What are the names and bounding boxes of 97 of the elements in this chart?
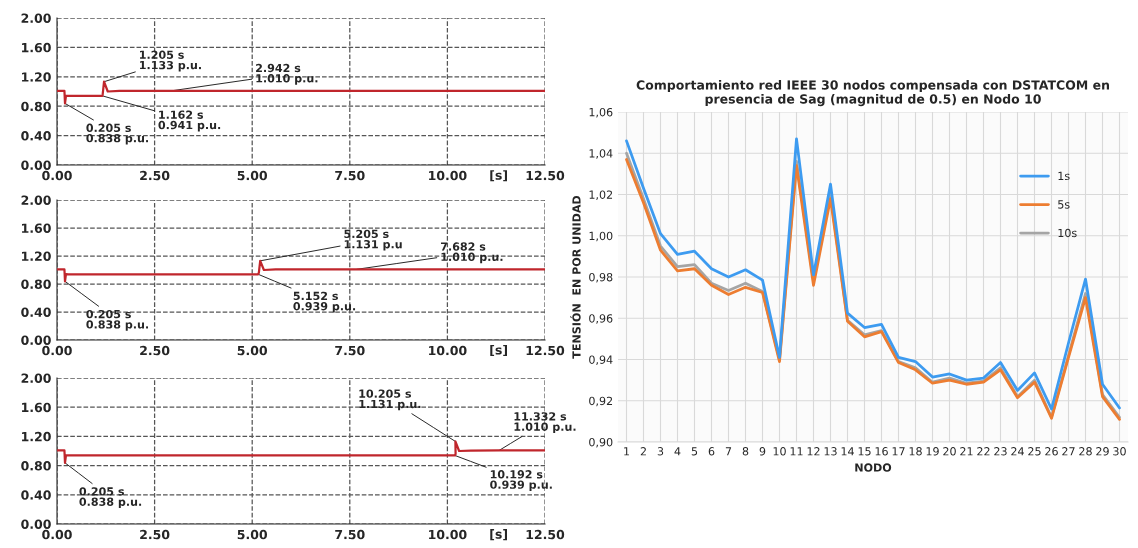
y-tick-label: 1,06: [589, 107, 613, 118]
annotation: 0.205 s 0.838 p.u.: [86, 309, 149, 331]
x-tick-label: 0.00: [42, 529, 72, 540]
x-tick-label: 21: [960, 447, 973, 456]
x-axis-title: NODO: [855, 463, 892, 472]
x-tick-label: 12.50: [526, 529, 565, 540]
annotation: 10.192 s 0.939 p.u.: [490, 470, 552, 491]
x-tick-label: 27: [1062, 447, 1075, 456]
x-tick-label: 25: [1028, 447, 1041, 456]
x-tick-label: 12: [807, 447, 820, 456]
x-tick-label: 0.00: [42, 345, 72, 356]
annotation: 0.205 s 0.838 p.u.: [79, 487, 142, 509]
y-tick-label: 1.60: [22, 402, 51, 413]
y-tick-label: 2.00: [21, 373, 51, 383]
y-tick-label: 0.40: [21, 131, 51, 141]
x-tick-label: 12.50: [526, 170, 565, 181]
x-tick-label: 2.50: [140, 529, 170, 540]
x-tick-label: 19: [926, 447, 939, 456]
y-tick-label: 1,04: [589, 149, 613, 159]
x-tick-label: 12.50: [526, 345, 565, 356]
annotation: 5.205 s 1.131 p.u: [344, 229, 402, 251]
y-tick-label: 0.80: [21, 279, 51, 289]
x-tick-label: 15: [858, 447, 871, 456]
annotation: 11.332 s 1.010 p.u.: [514, 412, 576, 434]
x-tick-label: 4: [674, 447, 681, 456]
annotation: 10.205 s 1.131 p.u.: [359, 389, 421, 411]
x-tick-label: 10.00: [429, 345, 467, 356]
x-tick-label: 17: [892, 447, 905, 456]
annotation: 7.682 s 1.010 p.u.: [440, 242, 503, 264]
y-tick-label: 0,92: [589, 396, 613, 407]
annotation: 1.162 s 0.941 p.u.: [158, 110, 221, 132]
y-tick-label: 1.60: [22, 223, 51, 233]
line-series: [57, 440, 545, 464]
x-tick-label: 1: [624, 447, 630, 456]
x-tick-label: 16: [875, 447, 888, 456]
x-tick-label: 20: [943, 447, 956, 456]
x-tick-label: 0.00: [42, 170, 72, 181]
y-tick-label: 1,00: [589, 231, 613, 242]
x-tick-label: 26: [1045, 447, 1058, 456]
chart-title: Comportamiento red IEEE 30 nodos compensada con DSTATCOM en presencia de Sag (magnitud de 0.5) en Nodo 10: [636, 80, 1109, 107]
x-axis-title: [s]: [490, 529, 507, 541]
y-tick-label: 1.20: [22, 251, 51, 261]
y-tick-label: 0.00: [21, 519, 51, 529]
y-axis-title: TENSIÓN EN POR UNIDAD: [570, 195, 581, 359]
x-tick-label: 14: [841, 447, 854, 456]
y-tick-label: 0.80: [21, 101, 51, 112]
x-tick-label: 7.50: [335, 529, 365, 540]
annotation: 0.205 s 0.838 p.u.: [86, 123, 149, 145]
y-tick-label: 2.00: [21, 195, 51, 205]
x-tick-label: 8: [742, 447, 749, 456]
y-tick-label: 1.20: [22, 72, 51, 82]
x-tick-label: 7.50: [335, 345, 365, 356]
x-tick-label: 2.50: [140, 170, 170, 181]
x-tick-label: 24: [1011, 447, 1024, 456]
x-tick-label: 5: [691, 447, 698, 456]
y-tick-label: 0,94: [589, 355, 613, 366]
y-tick-label: 0,90: [589, 437, 613, 448]
x-tick-label: 10: [773, 447, 786, 456]
x-tick-label: 7: [725, 447, 732, 456]
x-tick-label: 28: [1079, 447, 1092, 456]
x-tick-label: 2: [640, 447, 646, 456]
annotation: 5.152 s 0.939 p.u.: [293, 291, 356, 313]
x-tick-label: 29: [1096, 447, 1109, 456]
y-tick-label: 0.40: [21, 307, 51, 317]
x-tick-label: 22: [977, 447, 990, 456]
legend-label: 10s: [1058, 228, 1077, 238]
y-tick-label: 2.00: [21, 13, 51, 23]
x-tick-label: 6: [708, 447, 715, 456]
legend-label: 5s: [1058, 200, 1070, 209]
x-tick-label: 5.00: [237, 529, 268, 540]
x-tick-label: 11: [790, 447, 803, 456]
x-tick-label: 10.00: [429, 529, 467, 540]
x-tick-label: 13: [824, 447, 837, 456]
x-tick-label: 3: [657, 447, 664, 456]
x-tick-label: 30: [1113, 447, 1126, 456]
x-axis-title: [s]: [490, 344, 507, 357]
y-tick-label: 0,96: [589, 314, 613, 324]
x-axis-title: [s]: [490, 170, 507, 182]
y-tick-label: 0.00: [21, 335, 51, 345]
x-tick-label: 7.50: [335, 170, 365, 181]
y-tick-label: 1.20: [22, 431, 51, 442]
annotation: 2.942 s 1.010 p.u.: [256, 63, 318, 85]
x-tick-label: 23: [994, 447, 1007, 456]
x-tick-label: 9: [759, 447, 766, 456]
y-tick-label: 0.80: [21, 461, 51, 471]
y-tick-label: 1.60: [22, 42, 51, 53]
x-tick-label: 2.50: [140, 345, 170, 356]
x-tick-label: 18: [909, 447, 922, 456]
x-tick-label: 5.00: [237, 345, 268, 356]
y-tick-label: 0.40: [21, 490, 51, 500]
annotation: 1.205 s 1.133 p.u.: [140, 50, 201, 72]
y-tick-label: 0,98: [589, 272, 613, 283]
x-tick-label: 10.00: [429, 170, 467, 181]
legend-label: 1s: [1058, 171, 1070, 181]
x-tick-label: 5.00: [237, 170, 268, 181]
y-tick-label: 1,02: [589, 190, 613, 201]
y-tick-label: 0.00: [21, 160, 51, 170]
